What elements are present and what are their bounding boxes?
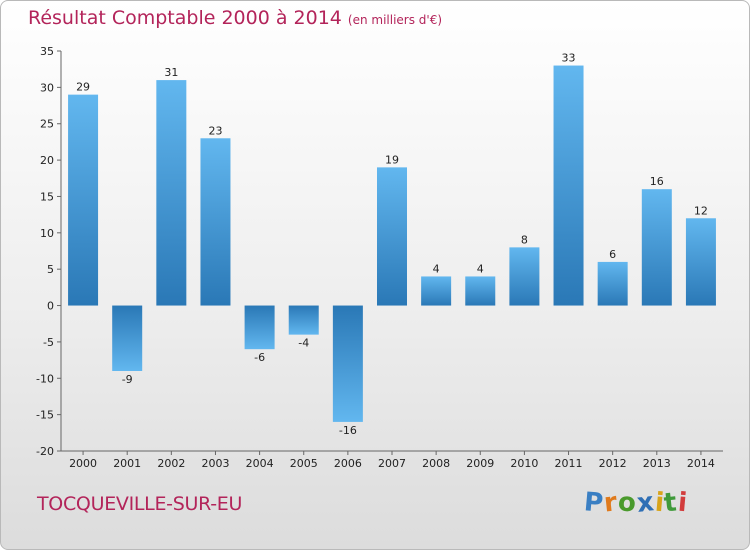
x-tick-label: 2010 [510,457,538,470]
x-tick-label: 2002 [157,457,185,470]
data-label: 16 [650,175,664,188]
logo-letter: i [676,487,690,519]
x-tick-label: 2004 [246,457,274,470]
x-tick-label: 2009 [466,457,494,470]
y-tick-label: 15 [40,190,54,203]
bar [465,276,496,306]
axes: 35 30 25 20 15 10 5 0 -5 -10 -15 -20 2000 2001 2002 200… [36,45,723,470]
data-label: 19 [385,153,399,166]
x-tick-label: 2012 [599,457,627,470]
x-tick-label: 2003 [201,457,229,470]
data-label: -4 [298,337,309,350]
bar [288,305,319,335]
bar [685,218,716,306]
bar [244,305,275,350]
y-tick-label: -15 [36,409,54,422]
x-tick-label: 2007 [378,457,406,470]
x-tick-label: 2014 [687,457,715,470]
x-tick-label: 2008 [422,457,450,470]
x-tick-label: 2006 [334,457,362,470]
data-label: -16 [339,424,357,437]
bar [553,65,584,306]
unit-text: (en milliers d'€) [347,13,443,27]
data-label: 29 [76,81,90,94]
proxiti-logo: Proxiti [583,487,690,519]
bar [112,305,143,371]
bar [200,138,231,306]
x-tick-label: 2011 [555,457,583,470]
bars [68,65,716,422]
data-label: -6 [254,351,265,364]
data-label: 31 [164,66,178,79]
x-tick-label: 2001 [113,457,141,470]
data-labels: 29 -9 31 23 -6 -4 -16 19 4 4 8 33 6 16 12 [76,52,708,437]
y-tick-label: 20 [40,154,54,167]
data-label: 4 [477,262,484,275]
bar [332,305,363,422]
y-tick-label: 25 [40,118,54,131]
data-label: 23 [208,124,222,137]
bar [156,80,187,306]
x-tick-label: 2013 [643,457,671,470]
y-tick-label: 5 [47,263,54,276]
bar [421,276,452,306]
y-tick-label: -5 [43,336,54,349]
data-label: -9 [122,373,133,386]
y-tick-label: 0 [47,300,54,313]
bar [509,247,540,306]
data-label: 4 [433,262,440,275]
chart-title: Résultat Comptable 2000 à 2014 (en millie… [28,7,442,29]
x-tick-label: 2005 [290,457,318,470]
y-tick-label: -10 [36,372,54,385]
y-tick-label: 10 [40,227,54,240]
data-label: 6 [609,248,616,261]
bar [597,261,628,306]
title-text: Résultat Comptable 2000 à 2014 [28,7,342,29]
data-label: 33 [562,52,576,65]
data-label: 8 [521,233,528,246]
commune-name: TOCQUEVILLE-SUR-EU [37,493,243,515]
y-tick-label: 30 [40,81,54,94]
data-label: 12 [694,204,708,217]
bar [377,167,407,306]
x-tick-label: 2000 [69,457,97,470]
y-tick-label: 35 [40,45,54,58]
bar [641,189,672,306]
y-tick-label: -20 [36,445,54,458]
bar [68,94,99,306]
